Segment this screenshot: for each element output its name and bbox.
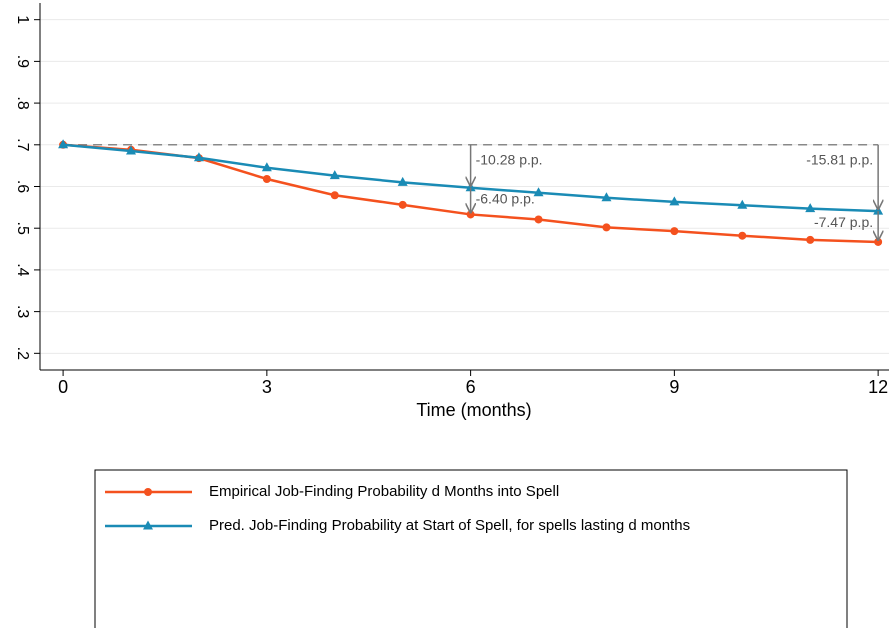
- marker: [261, 162, 272, 172]
- annotation: -7.47 p.p.: [814, 214, 873, 230]
- x-tick-label: 3: [262, 377, 272, 397]
- legend-label: Empirical Job-Finding Probability d Mont…: [209, 483, 559, 500]
- marker: [330, 191, 339, 200]
- marker: [262, 174, 271, 183]
- marker: [533, 187, 544, 197]
- marker: [806, 235, 815, 244]
- marker: [670, 227, 679, 236]
- y-tick-label: .2: [14, 347, 31, 360]
- x-tick-label: 9: [669, 377, 679, 397]
- annotation: -10.28 p.p.: [476, 151, 543, 167]
- y-tick-label: .6: [14, 180, 31, 193]
- marker: [737, 199, 748, 209]
- y-tick-label: .4: [14, 263, 31, 276]
- marker: [669, 196, 680, 206]
- marker: [805, 203, 816, 213]
- marker: [58, 139, 69, 149]
- y-tick-label: 1: [14, 15, 31, 24]
- marker: [329, 170, 340, 180]
- legend-label: Pred. Job-Finding Probability at Start o…: [209, 517, 690, 534]
- marker: [601, 192, 612, 202]
- x-tick-label: 6: [466, 377, 476, 397]
- marker: [126, 145, 137, 155]
- y-tick-label: .8: [14, 96, 31, 109]
- marker: [738, 231, 747, 240]
- legend-marker: [144, 488, 152, 496]
- marker: [398, 200, 407, 209]
- y-tick-label: .7: [14, 138, 31, 151]
- x-tick-label: 12: [868, 377, 888, 397]
- y-tick-label: .9: [14, 55, 31, 68]
- marker: [397, 176, 408, 186]
- x-axis-title: Time (months): [416, 400, 531, 420]
- y-tick-label: .5: [14, 222, 31, 235]
- legend-box: [94, 469, 848, 628]
- marker: [193, 152, 204, 162]
- x-tick-label: 0: [58, 377, 68, 397]
- marker: [534, 215, 543, 224]
- legend-marker: [143, 520, 153, 530]
- annotation: -15.81 p.p.: [806, 151, 873, 167]
- annotation: -6.40 p.p.: [476, 190, 535, 206]
- marker: [602, 223, 611, 232]
- y-tick-label: .3: [14, 305, 31, 318]
